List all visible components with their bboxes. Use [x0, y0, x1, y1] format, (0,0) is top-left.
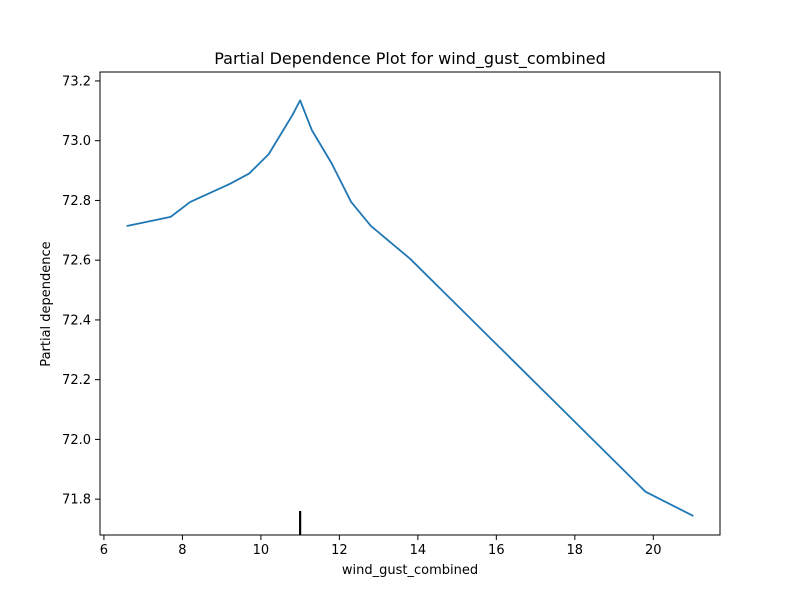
plot-frame	[99, 71, 721, 536]
x-tick-label: 20	[645, 543, 662, 558]
y-tick-label: 73.2	[62, 74, 91, 89]
y-tick-label: 72.2	[62, 373, 91, 388]
x-tick-label: 6	[100, 543, 108, 558]
x-axis: 6 8 10 12 14 16 18 20	[100, 535, 662, 558]
y-tick-label: 73.0	[62, 134, 91, 149]
chart-title: Partial Dependence Plot for wind_gust_co…	[214, 49, 606, 69]
y-tick-label: 71.8	[62, 493, 91, 508]
x-tick-label: 16	[488, 543, 505, 558]
y-axis: 71.8 72.0 72.2 72.4 72.6 72.8 73.0 73.2	[62, 74, 100, 508]
y-tick-label: 72.4	[62, 313, 91, 328]
x-tick-label: 18	[567, 543, 584, 558]
y-axis-label: Partial dependence	[39, 241, 54, 366]
y-tick-label: 72.8	[62, 194, 91, 209]
plot-area: 6 8 10 12 14 16 18 20 71.872.072.272.472.672.87…	[62, 71, 721, 558]
x-tick-label: 10	[253, 543, 270, 558]
series-layer	[126, 99, 694, 517]
y-tick-label: 72.6	[62, 254, 91, 269]
x-tick-label: 14	[410, 543, 427, 558]
y-tick-label: 72.0	[62, 433, 91, 448]
x-tick-label: 12	[331, 543, 348, 558]
series-line	[126, 99, 694, 517]
x-axis-label: wind_gust_combined	[342, 563, 478, 578]
x-tick-label: 8	[178, 543, 186, 558]
